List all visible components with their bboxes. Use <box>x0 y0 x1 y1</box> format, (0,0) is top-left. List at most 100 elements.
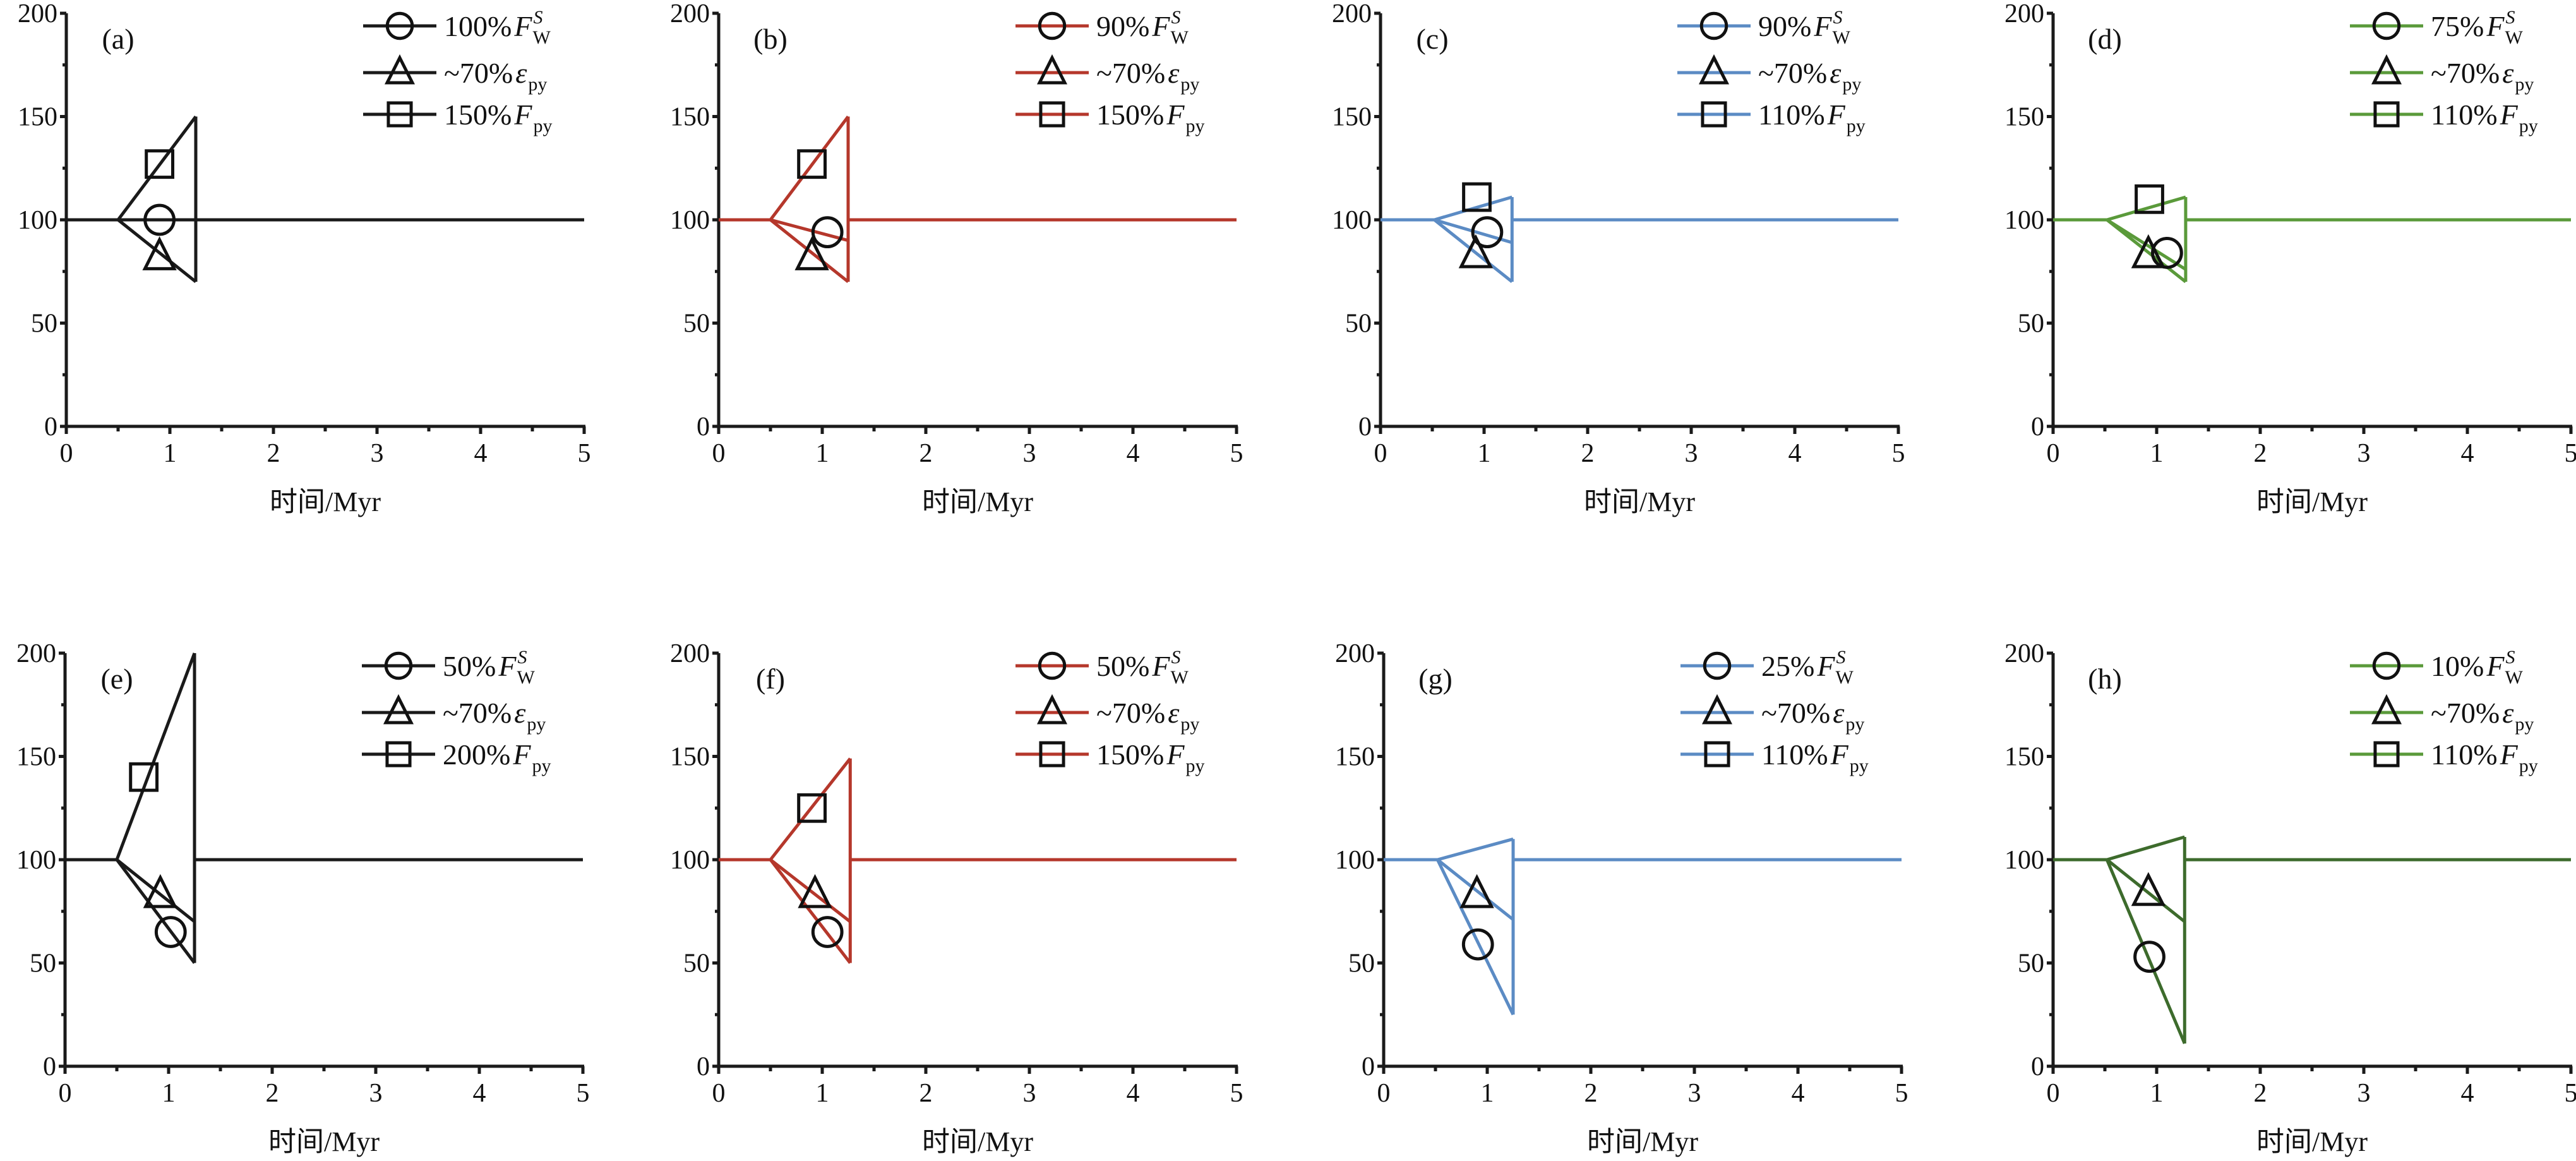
panel-label: (a) <box>102 23 134 55</box>
y-tick-label: 200 <box>18 0 57 28</box>
legend-label: 75%FS W <box>2431 7 2523 48</box>
legend-item-circle: 90%FS W <box>1015 7 1189 48</box>
legend-circle-icon <box>2372 11 2401 40</box>
legend-percent: 110% <box>2431 99 2498 131</box>
series-lines <box>719 757 1237 965</box>
panel-label: (e) <box>100 663 133 695</box>
legend-label: 10%FS W <box>2431 647 2523 688</box>
branch-line-0 <box>2106 195 2186 222</box>
legend-symbol: F <box>1166 738 1185 771</box>
y-tick-label: 50 <box>683 949 710 978</box>
legend-superscript: S <box>2505 647 2515 668</box>
legend-label: 90%FS W <box>1758 7 1850 48</box>
legend-subscript: py <box>528 74 547 95</box>
legend-subscript: py <box>1842 74 1861 95</box>
legend-subscript: W <box>1170 27 1189 48</box>
branch-line-1 <box>2106 858 2186 923</box>
legend-superscript: S <box>1833 7 1842 28</box>
legend-subscript: py <box>2515 714 2534 735</box>
x-tick-label: 1 <box>2150 1079 2164 1108</box>
legend-subscript: W <box>1170 667 1189 688</box>
legend-symbol: F <box>2486 650 2505 682</box>
legend-percent: 110% <box>1758 99 1825 131</box>
branch-line-2 <box>769 219 849 284</box>
legend-subscript: py <box>532 755 551 776</box>
x-tick-label: 1 <box>1481 1079 1494 1108</box>
panel-label: (f) <box>756 663 785 695</box>
panel-label: (b) <box>753 23 788 55</box>
legend-symbol: F <box>1151 650 1170 682</box>
legend: 75%FS W ~70%εpy 110%Fpy <box>2350 7 2538 136</box>
x-tick-label: 1 <box>162 1079 176 1108</box>
y-tick-label: 200 <box>2004 639 2044 668</box>
legend-superscript: S <box>2505 7 2515 28</box>
x-tick-label: 0 <box>1377 1079 1391 1108</box>
legend-triangle-icon <box>1036 54 1068 85</box>
y-tick-label: 50 <box>683 310 710 339</box>
legend-triangle-icon <box>1698 54 1730 85</box>
legend-square-icon <box>1039 101 1065 128</box>
legend-percent: 150% <box>444 99 512 131</box>
legend-subscript: py <box>1180 714 1199 735</box>
x-tick-label: 3 <box>371 439 384 468</box>
legend-label: ~70%εpy <box>1761 697 1864 735</box>
panel-label: (c) <box>1416 23 1448 55</box>
legend-square-icon <box>2373 741 2400 767</box>
triangle-marker <box>1458 234 1494 268</box>
legend-label: 200%Fpy <box>443 738 551 776</box>
legend-subscript: py <box>527 714 546 735</box>
y-tick-label: 100 <box>670 846 710 875</box>
x-tick-label: 5 <box>1230 1079 1243 1108</box>
x-tick-label: 1 <box>2150 439 2164 468</box>
triangle-marker <box>1459 874 1494 908</box>
legend-square-icon <box>1039 741 1065 767</box>
branch-line-2 <box>117 219 197 284</box>
x-tick-label: 1 <box>816 439 829 468</box>
legend-circle-icon <box>1699 11 1728 40</box>
y-tick-label: 200 <box>1335 639 1375 668</box>
y-tick-label: 50 <box>1348 949 1375 978</box>
legend-percent: 150% <box>1096 738 1164 771</box>
legend-square-icon <box>2373 101 2400 128</box>
legend-item-circle: 90%FS W <box>1677 7 1850 48</box>
legend-item-triangle: ~70%εpy <box>2350 54 2534 95</box>
x-tick-label: 0 <box>712 1079 726 1108</box>
legend-label: 110%Fpy <box>2431 99 2538 136</box>
branch-line-0 <box>2106 835 2185 862</box>
legend-symbol: ε <box>1830 57 1842 89</box>
triangle-marker <box>143 874 178 908</box>
x-tick-label: 4 <box>1127 439 1140 468</box>
legend-label: ~70%εpy <box>443 697 546 735</box>
legend-item-circle: 25%FS W <box>1680 647 1854 688</box>
y-tick-label: 200 <box>2004 0 2044 28</box>
legend-symbol: F <box>1816 650 1835 682</box>
triangle-marker <box>2131 872 2166 906</box>
x-axis-title: 时间/Myr <box>270 486 381 517</box>
panel-label: (d) <box>2088 23 2122 55</box>
x-axis-title: 时间/Myr <box>1584 486 1695 517</box>
y-tick-label: 50 <box>30 949 56 978</box>
y-tick-label: 150 <box>670 103 710 132</box>
x-tick-label: 4 <box>1792 1079 1805 1108</box>
legend-label: 100%FS W <box>444 7 551 48</box>
legend-symbol: F <box>512 738 531 771</box>
legend-percent: ~70% <box>1096 697 1165 729</box>
x-tick-label: 2 <box>1581 439 1595 468</box>
branch-line-0 <box>769 115 849 221</box>
x-tick-label: 0 <box>2047 1079 2060 1108</box>
legend-symbol: F <box>1830 738 1849 771</box>
x-tick-label: 5 <box>1892 439 1905 468</box>
x-tick-label: 5 <box>2565 1079 2576 1108</box>
y-tick-label: 150 <box>18 103 57 132</box>
x-tick-label: 3 <box>369 1079 383 1108</box>
y-tick-label: 150 <box>2004 743 2044 772</box>
legend-symbol: ε <box>1833 697 1845 729</box>
x-axis-title: 时间/Myr <box>1587 1126 1698 1157</box>
y-tick-label: 200 <box>16 639 56 668</box>
legend-label: 110%Fpy <box>2431 738 2538 776</box>
branch-line-1 <box>770 218 849 243</box>
legend-symbol: ε <box>2502 57 2514 89</box>
